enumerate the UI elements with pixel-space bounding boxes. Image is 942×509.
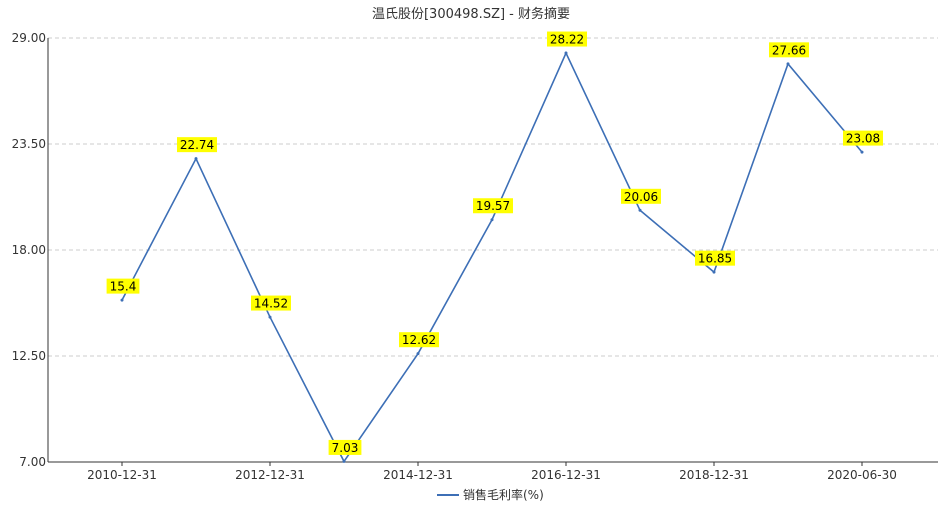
data-point[interactable] bbox=[342, 459, 346, 463]
data-label: 15.4 bbox=[110, 280, 137, 294]
y-tick-label: 7.00 bbox=[19, 455, 46, 469]
data-point[interactable] bbox=[416, 352, 420, 356]
y-tick-label: 23.50 bbox=[12, 137, 46, 151]
data-label: 19.57 bbox=[476, 199, 510, 213]
data-labels: 15.4 22.74 14.52 7.03 12.62 19.57 28.22 20.06 16… bbox=[106, 31, 883, 455]
data-point[interactable] bbox=[638, 208, 642, 212]
data-label-bg bbox=[106, 278, 140, 294]
data-label: 12.62 bbox=[402, 333, 436, 347]
data-point[interactable] bbox=[786, 62, 790, 66]
data-label: 28.22 bbox=[550, 33, 584, 47]
data-label: 22.74 bbox=[180, 138, 214, 152]
y-tick-label: 18.00 bbox=[12, 243, 46, 257]
legend[interactable]: 销售毛利率(%) bbox=[437, 487, 544, 502]
legend-label: 销售毛利率(%) bbox=[463, 487, 544, 502]
data-point[interactable] bbox=[860, 150, 864, 154]
series bbox=[120, 51, 864, 463]
data-point[interactable] bbox=[564, 51, 568, 55]
data-label: 20.06 bbox=[624, 190, 658, 204]
series-line bbox=[121, 51, 863, 463]
data-label: 14.52 bbox=[254, 297, 288, 311]
data-label-bg bbox=[177, 137, 217, 153]
data-label-bg bbox=[251, 295, 291, 311]
data-point[interactable] bbox=[120, 298, 124, 302]
data-label: 23.08 bbox=[846, 132, 880, 146]
x-tick-label: 2010-12-31 bbox=[87, 468, 157, 482]
data-point[interactable] bbox=[268, 315, 272, 319]
y-tick-label: 29.00 bbox=[12, 31, 46, 45]
data-label-bg bbox=[843, 130, 883, 146]
data-label-bg bbox=[769, 42, 809, 58]
data-point[interactable] bbox=[712, 270, 716, 274]
data-label-bg bbox=[399, 332, 439, 348]
x-tick-label: 2012-12-31 bbox=[235, 468, 305, 482]
axes bbox=[47, 38, 938, 463]
data-label: 7.03 bbox=[332, 441, 359, 455]
data-label-bg bbox=[695, 250, 735, 266]
data-label: 27.66 bbox=[772, 43, 806, 57]
data-label-bg bbox=[621, 188, 661, 204]
x-tick-label: 2014-12-31 bbox=[383, 468, 453, 482]
y-axis: 7.00 12.50 18.00 23.50 29.00 bbox=[12, 31, 46, 469]
x-tick-label: 2016-12-31 bbox=[531, 468, 601, 482]
data-label: 16.85 bbox=[698, 252, 732, 266]
y-tick-label: 12.50 bbox=[12, 349, 46, 363]
data-point[interactable] bbox=[194, 157, 198, 161]
x-tick-label: 2018-12-31 bbox=[679, 468, 749, 482]
chart-title: 温氏股份[300498.SZ] - 财务摘要 bbox=[372, 6, 570, 22]
data-label-bg bbox=[473, 198, 513, 214]
data-point[interactable] bbox=[490, 218, 494, 222]
data-label-bg bbox=[547, 31, 587, 47]
grid bbox=[48, 37, 938, 357]
x-tick-label: 2020-06-30 bbox=[827, 468, 897, 482]
data-label-bg bbox=[328, 439, 362, 455]
x-axis: 2010-12-31 2012-12-31 2014-12-31 2016-12-31… bbox=[87, 462, 897, 482]
